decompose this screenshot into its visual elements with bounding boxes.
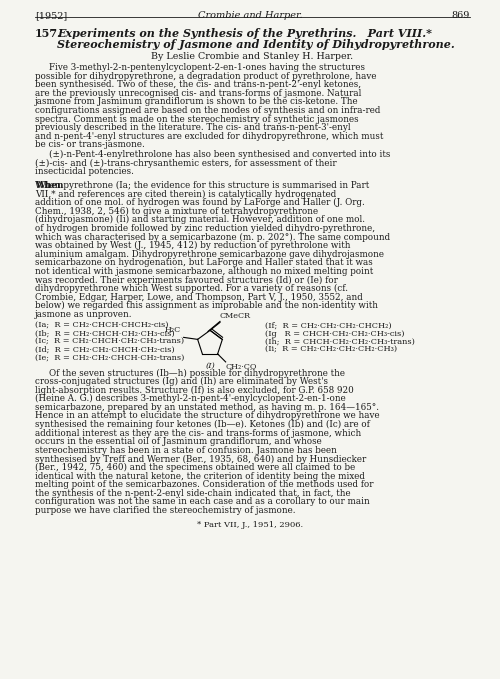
Text: (I): (I) <box>206 361 216 369</box>
Text: (Ia;  R = CH₂·CHCH·CHCH₂-cis): (Ia; R = CH₂·CHCH·CHCH₂-cis) <box>35 321 168 329</box>
Text: are the previously unrecognised cis- and trans-forms of jasmone. Natural: are the previously unrecognised cis- and… <box>35 89 362 98</box>
Text: was recorded. Their experiments favoured structures (Id) or (Ie) for: was recorded. Their experiments favoured… <box>35 276 338 285</box>
Text: previously described in the literature. The cis- and trans-n-pent-3'-enyl: previously described in the literature. … <box>35 123 350 132</box>
Text: addition of one mol. of hydrogen was found by LaForge and Haller (J. Org.: addition of one mol. of hydrogen was fou… <box>35 198 365 207</box>
Text: Chem., 1938, 2, 546) to give a mixture of tetrahydropyrethrone: Chem., 1938, 2, 546) to give a mixture o… <box>35 206 318 216</box>
Text: (dihydrojasmone) (Ii) and starting material. However, addition of one mol.: (dihydrojasmone) (Ii) and starting mater… <box>35 215 365 224</box>
Text: (Ig   R = CHCH·CH₂·CH₂·CH₃-cis): (Ig R = CHCH·CH₂·CH₂·CH₃-cis) <box>265 329 404 337</box>
Text: (Ie;  R = CH₂·CH₂·CHCH·CH₂-trans): (Ie; R = CH₂·CH₂·CHCH·CH₂-trans) <box>35 354 184 362</box>
Text: When: When <box>35 181 64 190</box>
Text: which was characterised by a semicarbazone (m. p. 202°). The same compound: which was characterised by a semicarbazo… <box>35 232 390 242</box>
Text: (Ber., 1942, 75, 460) and the specimens obtained were all claimed to be: (Ber., 1942, 75, 460) and the specimens … <box>35 463 355 472</box>
Text: (If;  R = CH₂·CH₂·CH₂·CHCH₂): (If; R = CH₂·CH₂·CH₂·CHCH₂) <box>265 321 392 329</box>
Text: CH₂·CO: CH₂·CO <box>225 363 256 371</box>
Text: H₂C: H₂C <box>165 326 181 334</box>
Text: (Ii;  R = CH₂·CH₂·CH₂·CH₂·CH₃): (Ii; R = CH₂·CH₂·CH₂·CH₂·CH₃) <box>265 346 397 354</box>
Text: of hydrogen bromide followed by zinc reduction yielded dihydro-pyrethrone,: of hydrogen bromide followed by zinc red… <box>35 224 375 233</box>
Text: semicarbazone on hydrogenation, but LaForge and Haller stated that it was: semicarbazone on hydrogenation, but LaFo… <box>35 258 373 268</box>
Text: purpose we have clarified the stereochemistry of jasmone.: purpose we have clarified the stereochem… <box>35 506 295 515</box>
Text: (Ih;  R = CHCH·CH₂·CH₂·CH₃-trans): (Ih; R = CHCH·CH₂·CH₂·CH₃-trans) <box>265 337 415 346</box>
Text: (±)-cis- and (±)-trans-chrysanthemic esters, for assessment of their: (±)-cis- and (±)-trans-chrysanthemic est… <box>35 159 336 168</box>
Text: be cis- or trans-jasmone.: be cis- or trans-jasmone. <box>35 141 145 149</box>
Text: melting point of the semicarbazones. Consideration of the methods used for: melting point of the semicarbazones. Con… <box>35 480 374 489</box>
Text: jasmone from Jasminum grandiflorum is shown to be the cis-ketone. The: jasmone from Jasminum grandiflorum is sh… <box>35 97 358 107</box>
Text: identical with the natural ketone, the criterion of identity being the mixed: identical with the natural ketone, the c… <box>35 472 365 481</box>
Text: been synthesised. Two of these, the cis- and trans-n-pent-2'-enyl ketones,: been synthesised. Two of these, the cis-… <box>35 80 361 89</box>
Text: * Part VII, J., 1951, 2906.: * Part VII, J., 1951, 2906. <box>197 521 303 528</box>
Text: By Leslie Crombie and Stanley H. Harper.: By Leslie Crombie and Stanley H. Harper. <box>151 52 353 61</box>
Text: 157.: 157. <box>35 28 62 39</box>
Text: configurations assigned are based on the modes of synthesis and on infra-red: configurations assigned are based on the… <box>35 106 381 115</box>
Text: and n-pent-4'-enyl structures are excluded for dihydropyrethrone, which must: and n-pent-4'-enyl structures are exclud… <box>35 132 384 141</box>
Text: 869: 869 <box>452 11 470 20</box>
Text: (Ic;  R = CH₂·CHCH·CH₂·CH₃-trans): (Ic; R = CH₂·CHCH·CH₂·CH₃-trans) <box>35 337 184 346</box>
Text: Hence in an attempt to elucidate the structure of dihydropyrethrone we have: Hence in an attempt to elucidate the str… <box>35 411 380 420</box>
Text: [1952]: [1952] <box>35 11 67 20</box>
Text: (Id;  R = CH₂·CH₂·CHCH·CH₂-cis): (Id; R = CH₂·CH₂·CHCH·CH₂-cis) <box>35 346 174 354</box>
Text: configuration was not the same in each case and as a corollary to our main: configuration was not the same in each c… <box>35 498 370 507</box>
Text: Five 3-methyl-2-n-pentenylcyclopent-2-en-1-ones having the structures: Five 3-methyl-2-n-pentenylcyclopent-2-en… <box>49 63 365 72</box>
Text: (Heine A. G.) describes 3-methyl-2-n-pent-4'-enylcyclopent-2-en-1-one: (Heine A. G.) describes 3-methyl-2-n-pen… <box>35 394 346 403</box>
Text: light-absorption results. Structure (If) is also excluded, for G.P. 658 920: light-absorption results. Structure (If)… <box>35 386 354 394</box>
Text: possible for dihydropyrethrone, a degradation product of pyrethrolone, have: possible for dihydropyrethrone, a degrad… <box>35 71 376 81</box>
Text: not identical with jasmone semicarbazone, although no mixed melting point: not identical with jasmone semicarbazone… <box>35 267 373 276</box>
Text: jasmone as unproven.: jasmone as unproven. <box>35 310 132 319</box>
Text: (Ib;  R = CH₂·CHCH·CH₂·CH₃-cis): (Ib; R = CH₂·CHCH·CH₂·CH₃-cis) <box>35 329 174 337</box>
Text: synthesised the remaining four ketones (Ib—e). Ketones (Ib) and (Ic) are of: synthesised the remaining four ketones (… <box>35 420 370 429</box>
Text: synthesised by Treff and Werner (Ber., 1935, 68, 640) and by Hunsdiecker: synthesised by Treff and Werner (Ber., 1… <box>35 454 366 464</box>
Text: insecticidal potencies.: insecticidal potencies. <box>35 167 134 176</box>
Text: aluminium amalgam. Dihydropyrethrone semicarbazone gave dihydrojasmone: aluminium amalgam. Dihydropyrethrone sem… <box>35 250 384 259</box>
Text: (±)-n-Pent-4-enylrethrolone has also been synthesised and converted into its: (±)-n-Pent-4-enylrethrolone has also bee… <box>49 150 390 159</box>
Text: additional interest as they are the cis- and trans-forms of jasmone, which: additional interest as they are the cis-… <box>35 428 361 437</box>
Text: When pyrethrone (Ia; the evidence for this structure is summarised in Part: When pyrethrone (Ia; the evidence for th… <box>35 181 369 190</box>
Text: spectra. Comment is made on the stereochemistry of synthetic jasmones: spectra. Comment is made on the stereoch… <box>35 115 358 124</box>
Text: occurs in the essential oil of Jasminum grandiflorum, and whose: occurs in the essential oil of Jasminum … <box>35 437 322 446</box>
Text: VII,* and references are cited therein) is catalytically hydrogenated: VII,* and references are cited therein) … <box>35 189 336 198</box>
Text: cross-conjugated structures (Ig) and (Ih) are eliminated by West's: cross-conjugated structures (Ig) and (Ih… <box>35 377 328 386</box>
Text: dihydropyrethrone which West supported. For a variety of reasons (cf.: dihydropyrethrone which West supported. … <box>35 284 348 293</box>
Text: below) we regarded this assignment as improbable and the non-identity with: below) we regarded this assignment as im… <box>35 301 378 310</box>
Text: stereochemistry has been in a state of confusion. Jasmone has been: stereochemistry has been in a state of c… <box>35 446 337 455</box>
Text: Of the seven structures (Ib—h) possible for dihydropyrethrone the: Of the seven structures (Ib—h) possible … <box>49 369 345 378</box>
Text: was obtained by West (J., 1945, 412) by reduction of pyrethrolone with: was obtained by West (J., 1945, 412) by … <box>35 241 350 250</box>
Text: Crombie and Harper.: Crombie and Harper. <box>198 11 302 20</box>
Text: Crombie, Edgar, Harper, Lowe, and Thompson, Part V, J., 1950, 3552, and: Crombie, Edgar, Harper, Lowe, and Thomps… <box>35 293 363 301</box>
Text: Experiments on the Synthesis of the Pyrethrins.  Part VIII.*: Experiments on the Synthesis of the Pyre… <box>57 28 432 39</box>
Text: Stereochemistry of Jasmone and Identity of Dihydropyrethrone.: Stereochemistry of Jasmone and Identity … <box>57 39 455 50</box>
Text: the synthesis of the n-pent-2-enyl side-chain indicated that, in fact, the: the synthesis of the n-pent-2-enyl side-… <box>35 489 350 498</box>
Text: semicarbazone, prepared by an unstated method, as having m. p. 164—165°.: semicarbazone, prepared by an unstated m… <box>35 403 379 411</box>
Text: CMeCR: CMeCR <box>220 312 251 320</box>
